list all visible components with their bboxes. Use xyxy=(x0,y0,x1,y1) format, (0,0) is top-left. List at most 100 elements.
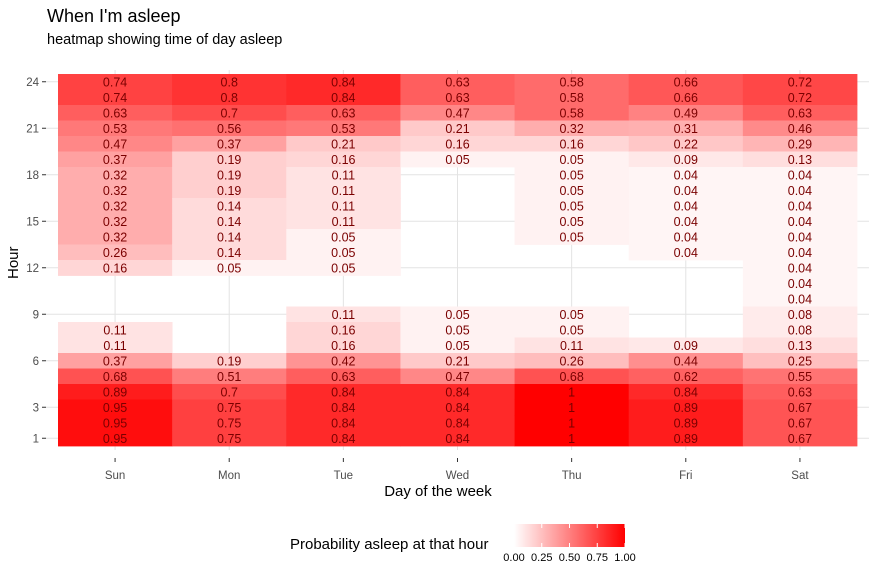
heatmap-cell xyxy=(514,322,630,338)
cell-value-label: 0.32 xyxy=(103,184,127,198)
cell-value-label: 0.63 xyxy=(331,370,355,384)
heatmap-cell xyxy=(172,105,287,121)
color-legend: 0.00 0.25 0.50 0.75 1.00 xyxy=(503,524,636,564)
heatmap-cell xyxy=(172,353,287,369)
cell-value-label: 0.72 xyxy=(788,91,812,105)
cell-value-label: 0.26 xyxy=(559,354,583,368)
heatmap-cell xyxy=(514,74,630,90)
heatmap-cell xyxy=(742,182,858,199)
cell-value-label: 0.89 xyxy=(674,432,698,446)
heatmap-cell xyxy=(172,89,287,106)
legend-title: Probability asleep at that hour xyxy=(290,536,489,553)
cell-value-label: 0.05 xyxy=(445,153,469,167)
heatmap-cell xyxy=(172,74,287,90)
heatmap-cell xyxy=(742,306,858,323)
heatmap-cell xyxy=(514,415,630,431)
heatmap-cell xyxy=(286,244,401,261)
heatmap-cell xyxy=(514,120,630,137)
cell-value-label: 0.04 xyxy=(788,261,812,275)
cell-value-label: 0.14 xyxy=(217,246,241,260)
heatmap-cell xyxy=(514,353,630,369)
cell-value-label: 0.19 xyxy=(217,153,241,167)
heatmap-cell xyxy=(514,151,630,168)
heatmap-cell xyxy=(514,198,630,214)
cell-value-label: 0.04 xyxy=(674,184,698,198)
heatmap-cell xyxy=(172,151,287,168)
cell-value-label: 0.32 xyxy=(103,199,127,213)
heatmap-cell xyxy=(742,353,858,369)
heatmap-cell xyxy=(58,229,173,245)
cell-value-label: 0.47 xyxy=(445,106,469,120)
cell-value-label: 0.84 xyxy=(445,432,469,446)
cell-value-label: 0.09 xyxy=(674,153,698,167)
heatmap-cell xyxy=(628,229,744,245)
cell-value-label: 0.21 xyxy=(445,354,469,368)
cell-value-label: 1 xyxy=(568,401,575,415)
cell-value-label: 0.04 xyxy=(788,292,812,306)
heatmap-cell xyxy=(400,415,515,431)
cell-value-label: 0.46 xyxy=(788,122,812,136)
cell-value-label: 0.53 xyxy=(103,122,127,136)
y-tick-label: 1 xyxy=(33,433,39,445)
heatmap-cell xyxy=(286,337,401,354)
cell-value-label: 0.26 xyxy=(103,246,127,260)
cell-value-label: 0.05 xyxy=(445,323,469,337)
heatmap-cell xyxy=(400,105,515,121)
cell-value-label: 0.05 xyxy=(217,261,241,275)
cell-value-label: 0.56 xyxy=(217,122,241,136)
heatmap-cell xyxy=(172,430,287,447)
cell-value-label: 0.11 xyxy=(103,323,126,337)
cell-value-label: 0.05 xyxy=(445,339,469,353)
heatmap-cell xyxy=(742,275,858,292)
cell-value-label: 0.42 xyxy=(331,354,355,368)
cell-value-label: 0.84 xyxy=(331,401,355,415)
cell-value-label: 0.16 xyxy=(559,137,583,151)
heatmap-cell xyxy=(514,430,630,447)
cell-value-label: 0.16 xyxy=(331,323,355,337)
cell-value-label: 0.21 xyxy=(331,137,355,151)
heatmap-cell xyxy=(172,399,287,416)
heatmap-cell xyxy=(628,89,744,106)
cell-value-label: 0.14 xyxy=(217,199,241,213)
heatmap-cell xyxy=(742,120,858,137)
chart-title: When I'm asleep xyxy=(47,6,181,26)
heatmap-cell xyxy=(286,430,401,447)
cell-value-label: 0.11 xyxy=(332,308,355,322)
heatmap-cell xyxy=(58,368,173,385)
heatmap-cell xyxy=(286,182,401,199)
cell-value-label: 0.08 xyxy=(788,323,812,337)
cell-value-label: 0.14 xyxy=(217,215,241,229)
cell-value-label: 0.84 xyxy=(331,75,355,89)
cell-value-label: 0.75 xyxy=(217,432,241,446)
cell-value-label: 1 xyxy=(568,385,575,399)
cell-value-label: 0.95 xyxy=(103,432,127,446)
cell-value-label: 0.75 xyxy=(217,401,241,415)
heatmap-cell xyxy=(514,89,630,106)
heatmap-cell xyxy=(628,244,744,261)
x-tick-label: Thu xyxy=(562,470,582,482)
cell-value-label: 0.16 xyxy=(445,137,469,151)
cell-value-label: 0.68 xyxy=(103,370,127,384)
cell-value-label: 0.67 xyxy=(788,401,812,415)
heatmap-cell xyxy=(58,105,173,121)
heatmap-cell xyxy=(628,368,744,385)
heatmap-cell xyxy=(628,105,744,121)
heatmap-cell xyxy=(514,229,630,245)
cell-value-label: 0.04 xyxy=(788,184,812,198)
cell-value-label: 0.04 xyxy=(674,215,698,229)
heatmap-cell xyxy=(514,213,630,230)
cell-value-label: 0.66 xyxy=(674,91,698,105)
cell-value-label: 0.16 xyxy=(103,261,127,275)
heatmap-cell xyxy=(58,322,173,338)
cell-value-label: 1 xyxy=(568,416,575,430)
cell-value-label: 0.05 xyxy=(559,168,583,182)
cell-value-label: 0.84 xyxy=(331,416,355,430)
cell-value-label: 0.05 xyxy=(559,184,583,198)
heatmap-cell xyxy=(742,151,858,168)
cell-value-label: 0.37 xyxy=(217,137,241,151)
cell-value-label: 0.7 xyxy=(221,106,238,120)
heatmap-cell xyxy=(628,415,744,431)
cell-value-label: 0.58 xyxy=(559,106,583,120)
heatmap-cell xyxy=(628,399,744,416)
